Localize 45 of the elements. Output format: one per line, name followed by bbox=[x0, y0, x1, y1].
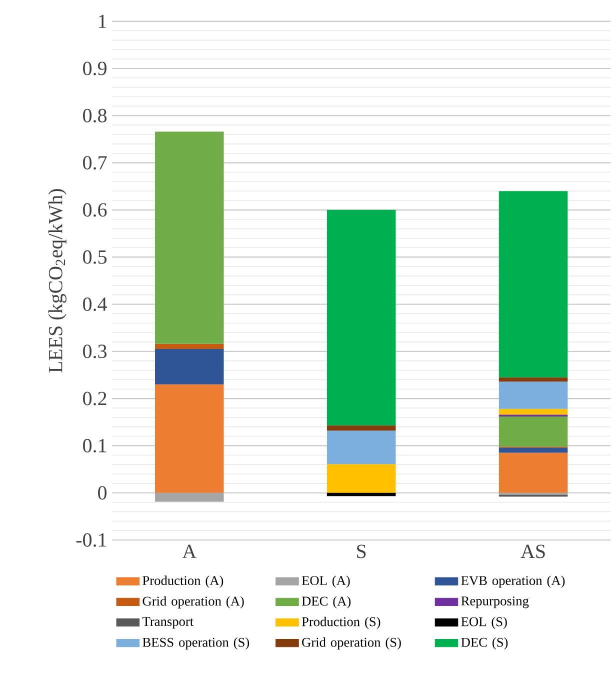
bar bbox=[498, 416, 568, 447]
y-axis-title: LEES (kgCO$_{2}$eq/kWh) bbox=[48, 189, 66, 373]
legend-label: EVB operation (A) bbox=[461, 576, 565, 588]
bar bbox=[154, 384, 224, 493]
bar bbox=[154, 132, 224, 344]
bar bbox=[154, 492, 224, 502]
y-tick-label: 0.3 bbox=[83, 344, 107, 358]
y-tick-label: 0.7 bbox=[83, 156, 107, 170]
bar bbox=[498, 377, 568, 382]
bar bbox=[326, 210, 396, 426]
y-tick-label: 0.4 bbox=[83, 297, 107, 312]
bar bbox=[326, 464, 396, 493]
y-tick-label: 1 bbox=[99, 14, 106, 28]
legend-label: DEC (A) bbox=[302, 596, 351, 608]
y-tick-label: 0.9 bbox=[83, 62, 106, 76]
bar bbox=[326, 430, 396, 464]
bar bbox=[326, 425, 396, 431]
y-tick-label: 0.1 bbox=[83, 438, 106, 452]
y-tick-label: 0.5 bbox=[83, 250, 107, 264]
y-tick-label: -0.1 bbox=[76, 533, 106, 547]
bar bbox=[154, 344, 224, 350]
x-tick-label: S bbox=[357, 544, 366, 558]
x-tick-label: AS bbox=[520, 544, 545, 558]
bar bbox=[498, 382, 568, 409]
legend-label: Grid operation (S) bbox=[302, 637, 401, 650]
legend-label: EOL (S) bbox=[461, 616, 507, 629]
x-tick-label: A bbox=[182, 544, 196, 558]
y-tick-label: 0.8 bbox=[83, 108, 107, 122]
bar bbox=[498, 191, 568, 378]
y-tick-label: 0 bbox=[98, 486, 107, 500]
bar bbox=[498, 408, 568, 415]
legend-label: Production (S) bbox=[302, 616, 380, 629]
legend-label: Repurposing bbox=[461, 596, 529, 608]
legend-label: Transport bbox=[142, 617, 194, 629]
legend-label: BESS operation (S) bbox=[142, 637, 250, 650]
bar bbox=[154, 349, 224, 384]
bar bbox=[326, 492, 396, 496]
legend-label: Grid operation (A) bbox=[142, 596, 244, 608]
bar bbox=[498, 452, 568, 493]
y-tick-label: 0.2 bbox=[83, 392, 106, 406]
y-tick-label: 0.6 bbox=[83, 203, 107, 217]
legend-label: EOL (A) bbox=[302, 576, 350, 588]
legend-label: DEC (S) bbox=[461, 637, 508, 650]
bar bbox=[498, 448, 568, 453]
legend-label: Production (A) bbox=[142, 576, 224, 588]
